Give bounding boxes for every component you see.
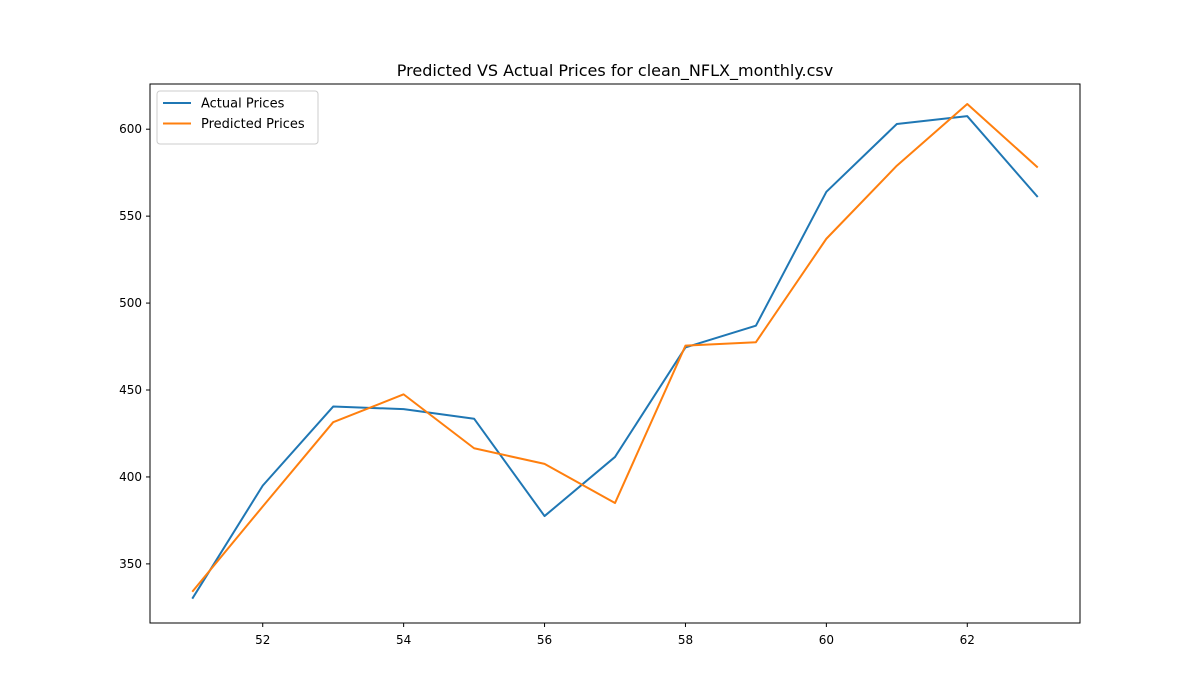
x-tick-label: 54 [396, 633, 411, 647]
x-tick-label: 60 [819, 633, 834, 647]
legend-label: Predicted Prices [201, 117, 305, 132]
y-tick-label: 550 [119, 209, 142, 223]
y-tick-label: 500 [119, 296, 142, 310]
legend-box [156, 90, 319, 145]
chart-title: Predicted VS Actual Prices for clean_NFL… [397, 61, 833, 81]
y-tick-label: 350 [119, 557, 142, 571]
x-tick-label: 56 [537, 633, 552, 647]
y-tick-label: 600 [119, 122, 142, 136]
legend: Actual Prices Predicted Prices [156, 90, 319, 145]
series-line-2 [191, 103, 1039, 593]
series-line-1 [191, 115, 1039, 600]
x-tick-label: 52 [255, 633, 270, 647]
axes-frame [149, 83, 1081, 624]
y-tick-label: 400 [119, 470, 142, 484]
legend-label: Actual Prices [201, 97, 285, 112]
x-tick-label: 62 [960, 633, 975, 647]
y-tick-label: 450 [119, 383, 142, 397]
x-tick-label: 58 [678, 633, 693, 647]
plot-area: 52 54 56 58 60 62 350 400 450 500 550 600 [119, 83, 1081, 647]
